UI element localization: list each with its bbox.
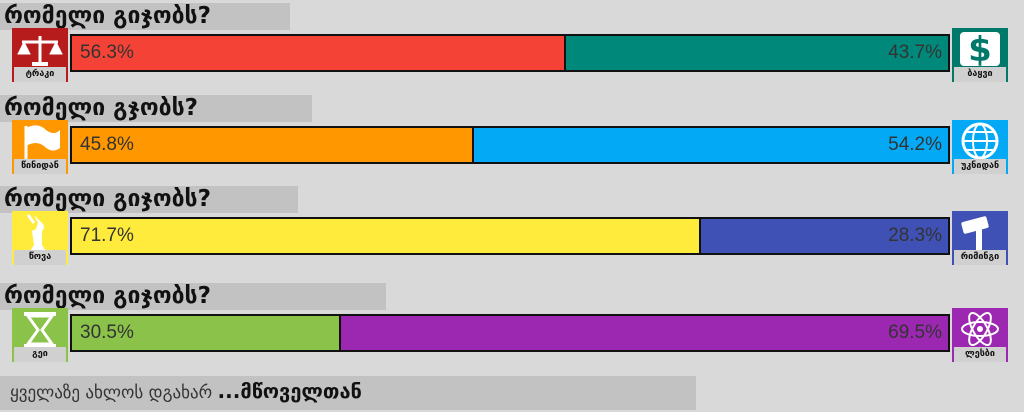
percent-label: 56.3% (80, 42, 134, 63)
poll-bar: 56.3% 43.7% (70, 34, 950, 72)
bar-segment: 54.2% (472, 128, 948, 162)
option-label: წოვა (14, 250, 66, 265)
question: რომელი გჯობს? (0, 95, 312, 122)
bar-segment: 69.5% (338, 316, 948, 350)
bar-segment: 43.7% (564, 36, 948, 70)
icon-glyph (17, 36, 63, 66)
bar-segment: 28.3% (698, 219, 948, 253)
option-icon: წინიდან (12, 120, 68, 174)
icon-glyph (961, 122, 999, 160)
percent-label: 28.3% (888, 225, 942, 246)
bar-segment: 71.7% (72, 219, 699, 253)
percent-label: 54.2% (888, 134, 942, 155)
poll-bar: 71.7% 28.3% (70, 217, 950, 255)
option-icon: რიმინგი (952, 211, 1008, 265)
icon-glyph (961, 312, 999, 346)
percent-label: 30.5% (80, 322, 134, 343)
percent-label: 43.7% (888, 42, 942, 63)
option-label: ბაყვი (954, 67, 1006, 82)
option-label: რიმინგი (954, 250, 1006, 265)
question: რომელი გიჯობს? (0, 283, 386, 310)
poll-bar: 30.5% 69.5% (70, 314, 950, 352)
option-label: გეი (14, 347, 66, 362)
option-label: ტრაკი (14, 67, 66, 82)
bar-segment: 30.5% (72, 316, 339, 350)
percent-label: 71.7% (80, 225, 134, 246)
option-icon: $ ბაყვი (952, 28, 1008, 82)
percent-label: 45.8% (80, 134, 134, 155)
option-label: წინიდან (14, 159, 66, 174)
footer-text: ყველაზე ახლოს დგახარ (10, 383, 213, 403)
option-icon: გეი (12, 308, 68, 362)
question: რომელი გიჯობს? (0, 186, 298, 213)
icon-glyph (24, 125, 60, 160)
option-label: უკნიდან (954, 159, 1006, 174)
question: რომელი გიჯობს? (0, 3, 290, 30)
icon-glyph (24, 312, 56, 348)
option-icon: უკნიდან (952, 120, 1008, 174)
icon-glyph: $ (960, 30, 1000, 70)
bar-segment: 45.8% (72, 128, 473, 162)
svg-text:$: $ (968, 30, 992, 70)
option-icon: ტრაკი (12, 28, 68, 82)
percent-label: 69.5% (888, 322, 942, 343)
option-label: ლესბი (954, 347, 1006, 362)
poll-bar: 45.8% 54.2% (70, 126, 950, 164)
option-icon: წოვა (12, 211, 68, 265)
option-icon: ლესბი (952, 308, 1008, 362)
icon-glyph (26, 214, 46, 251)
footer: ყველაზე ახლოს დგახარ ...მწოველთან (0, 376, 696, 410)
bar-segment: 56.3% (72, 36, 565, 70)
icon-glyph (961, 216, 989, 251)
footer-emphasis: ...მწოველთან (217, 379, 362, 403)
